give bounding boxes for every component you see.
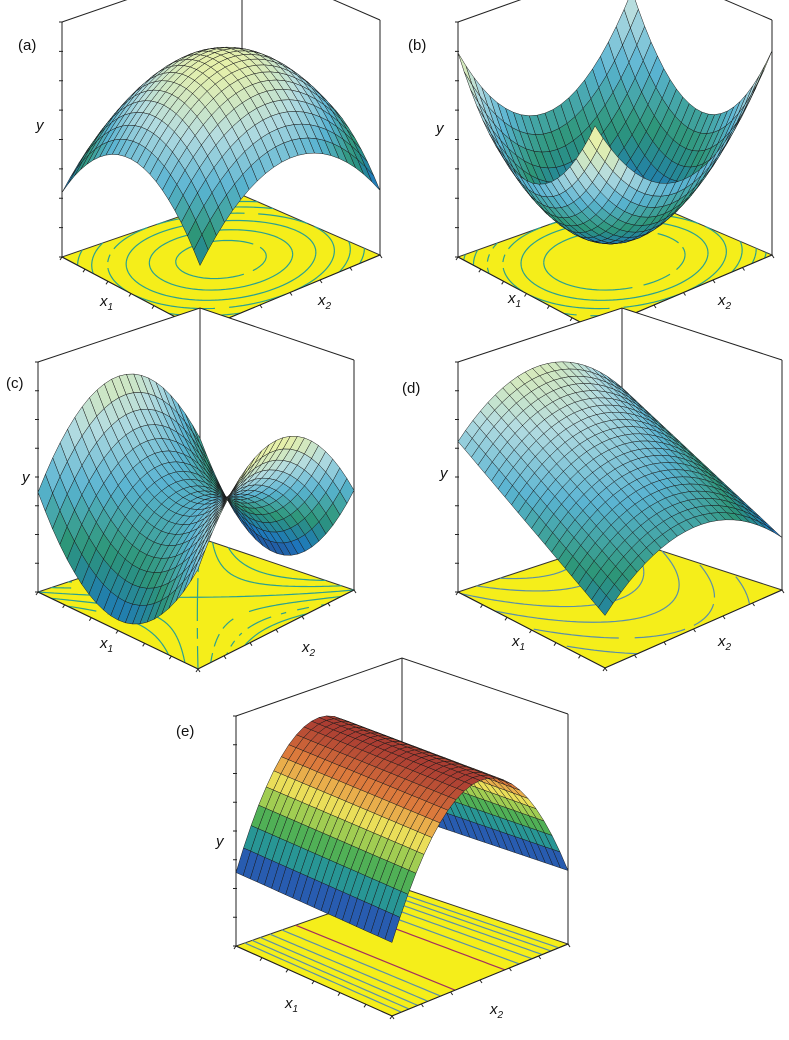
panel-c-ticks xyxy=(35,361,357,673)
panel-e-contour-0 xyxy=(244,890,559,1013)
panel-d-edge-front xyxy=(457,589,783,669)
panel-c-contour-0 xyxy=(67,547,326,656)
panel-a-edge-top xyxy=(61,0,381,23)
panel-b-label: (b) xyxy=(408,37,426,54)
panel-a-x1-axis-label: x1 xyxy=(99,293,113,313)
panel-e-surface-mesh xyxy=(235,715,569,943)
panel-c-edge-front xyxy=(37,589,355,670)
panel-c-label: (c) xyxy=(6,375,24,392)
panel-e-contour-2 xyxy=(260,895,543,1006)
panel-a-surface-mesh xyxy=(61,46,381,267)
panel-d-x1-subscript: 1 xyxy=(520,642,526,653)
panel-e-x1-subscript: 1 xyxy=(293,1004,299,1015)
panel-c-surface-mesh xyxy=(37,373,355,625)
panel-d-surface-cell xyxy=(597,595,614,616)
panel-e-x2-axis-label: x2 xyxy=(489,1001,504,1021)
panel-d-ticks xyxy=(455,361,785,672)
panel-c-x1-axis-label: x1 xyxy=(99,635,113,655)
panel-e-chart: (e) y x1 x2 xyxy=(176,657,571,1021)
panel-b-edge-top xyxy=(457,0,773,23)
panel-b-x2-subscript: 2 xyxy=(725,301,732,312)
panel-a-x2-axis-label: x2 xyxy=(317,292,332,312)
panel-e-contour-lines xyxy=(244,890,559,1013)
panel-c-x2-axis-label: x2 xyxy=(301,639,316,659)
panel-e-x1-axis-label: x1 xyxy=(284,995,298,1015)
panel-e-contour-1 xyxy=(251,893,552,1010)
panel-c-chart: (c) y x1 x2 xyxy=(6,307,357,673)
panel-a-y-axis-label: y xyxy=(35,117,45,134)
panel-d-contour-1 xyxy=(533,564,716,639)
panel-c-x2-subscript: 2 xyxy=(309,648,316,659)
panel-b-surface-cell xyxy=(588,125,604,152)
panel-a-x1-subscript: 1 xyxy=(108,302,114,313)
panel-b-x2-axis-label: x2 xyxy=(717,292,732,312)
panel-d-label: (d) xyxy=(402,380,420,397)
panel-e-edge-front xyxy=(235,943,569,1017)
panel-e-contour-3 xyxy=(269,899,533,1002)
panel-e-y-axis-label: y xyxy=(215,833,225,850)
panel-a-contour-lines xyxy=(76,200,366,323)
panel-b-x1-axis-label: x1 xyxy=(507,290,521,310)
panel-c-x1-subscript: 1 xyxy=(108,644,114,655)
panel-a-chart: (a) y x1 x2 xyxy=(18,0,383,334)
panel-d-edge-top xyxy=(457,307,783,363)
panel-c-surface-cell xyxy=(190,550,206,582)
panel-e-ticks xyxy=(233,715,571,1020)
panel-d-y-axis-label: y xyxy=(439,465,449,482)
panel-c-y-axis-label: y xyxy=(21,469,31,486)
panel-d-x2-subscript: 2 xyxy=(725,642,732,653)
panel-a-x2-subscript: 2 xyxy=(325,301,332,312)
panel-b-surface-mesh xyxy=(457,0,773,245)
panel-d-surface-mesh xyxy=(457,361,783,616)
panel-e-edge-top xyxy=(235,657,569,717)
panel-c-edge-top xyxy=(37,307,355,363)
panel-b-chart: (b) y x1 x2 xyxy=(408,0,775,334)
panel-b-y-axis-label: y xyxy=(435,120,445,137)
panel-e-x2-subscript: 2 xyxy=(497,1010,504,1021)
panel-b-x1-subscript: 1 xyxy=(516,299,522,310)
panel-a-contour-4 xyxy=(148,229,294,291)
panel-e-label: (e) xyxy=(176,723,194,740)
panel-e-surface-cell xyxy=(384,913,401,943)
panel-d-x2-axis-label: x2 xyxy=(717,633,732,653)
panel-d-chart: (d) y x1 x2 xyxy=(402,307,785,672)
panel-a-label: (a) xyxy=(18,37,36,54)
panel-a-surface-cell xyxy=(193,233,209,267)
panel-d-contour-0 xyxy=(566,576,751,655)
panel-d-x1-axis-label: x1 xyxy=(511,633,525,653)
